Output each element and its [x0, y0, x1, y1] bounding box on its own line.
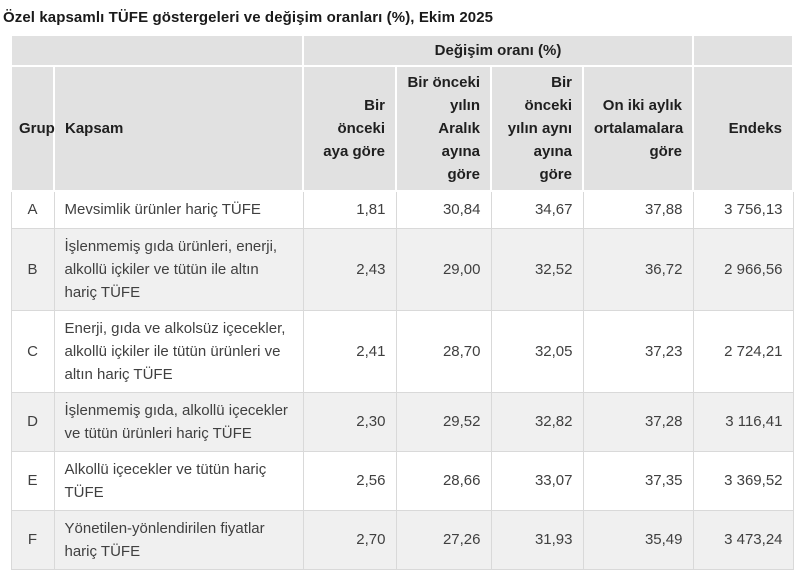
endeks-value-cell: 3 756,13 — [692, 190, 794, 229]
col-header-twelve-month-avg: On iki aylık ortalamalara göre — [582, 65, 694, 192]
col-header-endeks: Endeks — [692, 65, 794, 192]
group-cell: D — [10, 391, 55, 452]
endeks-value-cell: 2 724,21 — [692, 309, 794, 393]
group-cell: C — [10, 309, 55, 393]
twelve-month-avg-value-cell: 37,35 — [582, 450, 694, 511]
blank-header-cell-left — [10, 34, 304, 67]
since-december-value-cell: 29,00 — [395, 227, 492, 311]
twelve-month-avg-value-cell: 37,88 — [582, 190, 694, 229]
blank-header-cell-endeks — [692, 34, 794, 67]
table-row-d: D İşlenmemiş gıda, alkollü içecekler ve … — [10, 391, 794, 452]
kapsam-cell: Enerji, gıda ve alkolsüz içecekler, alko… — [53, 309, 304, 393]
same-month-value-cell: 32,05 — [490, 309, 584, 393]
endeks-value-cell: 3 369,52 — [692, 450, 794, 511]
endeks-value-cell: 2 966,56 — [692, 227, 794, 311]
kapsam-cell: İşlenmemiş gıda, alkollü içecekler ve tü… — [53, 391, 304, 452]
group-header-row: Değişim oranı (%) — [10, 34, 794, 67]
since-december-value-cell: 30,84 — [395, 190, 492, 229]
monthly-value-cell: 2,56 — [302, 450, 397, 511]
kapsam-cell: İşlenmemiş gıda ürünleri, enerji, alkoll… — [53, 227, 304, 311]
table-row-c: C Enerji, gıda ve alkolsüz içecekler, al… — [10, 309, 794, 393]
monthly-value-cell: 1,81 — [302, 190, 397, 229]
kapsam-cell: Mevsimlik ürünler hariç TÜFE — [53, 190, 304, 229]
monthly-value-cell: 2,41 — [302, 309, 397, 393]
since-december-value-cell: 29,52 — [395, 391, 492, 452]
same-month-value-cell: 32,82 — [490, 391, 584, 452]
col-header-since-december: Bir önceki yılın Aralık ayına göre — [395, 65, 492, 192]
twelve-month-avg-value-cell: 37,28 — [582, 391, 694, 452]
col-header-same-month: Bir önceki yılın aynı ayına göre — [490, 65, 584, 192]
page: Özel kapsamlı TÜFE göstergeleri ve değiş… — [3, 9, 794, 570]
twelve-month-avg-value-cell: 36,72 — [582, 227, 694, 311]
column-header-row: Grup Kapsam Bir önceki aya göre Bir önce… — [10, 65, 794, 192]
page-title: Özel kapsamlı TÜFE göstergeleri ve değiş… — [3, 9, 494, 26]
since-december-value-cell: 28,70 — [395, 309, 492, 393]
since-december-value-cell: 28,66 — [395, 450, 492, 511]
group-cell: A — [10, 190, 55, 229]
kapsam-cell: Alkollü içecekler ve tütün hariç TÜFE — [53, 450, 304, 511]
col-header-grup: Grup — [10, 65, 55, 192]
same-month-value-cell: 32,52 — [490, 227, 584, 311]
same-month-value-cell: 33,07 — [490, 450, 584, 511]
group-cell: B — [10, 227, 55, 311]
table-row-a: A Mevsimlik ürünler hariç TÜFE 1,81 30,8… — [10, 190, 794, 229]
endeks-value-cell: 3 116,41 — [692, 391, 794, 452]
col-header-kapsam: Kapsam — [53, 65, 304, 192]
table-row-e: E Alkollü içecekler ve tütün hariç TÜFE … — [10, 450, 794, 511]
tufe-indicators-table: Değişim oranı (%) Grup Kapsam Bir önceki… — [10, 34, 794, 570]
group-cell: E — [10, 450, 55, 511]
col-header-monthly: Bir önceki aya göre — [302, 65, 397, 192]
monthly-value-cell: 2,43 — [302, 227, 397, 311]
table-row-b: B İşlenmemiş gıda ürünleri, enerji, alko… — [10, 227, 794, 311]
twelve-month-avg-value-cell: 37,23 — [582, 309, 694, 393]
monthly-value-cell: 2,30 — [302, 391, 397, 452]
same-month-value-cell: 34,67 — [490, 190, 584, 229]
change-rate-group-header: Değişim oranı (%) — [302, 34, 694, 67]
